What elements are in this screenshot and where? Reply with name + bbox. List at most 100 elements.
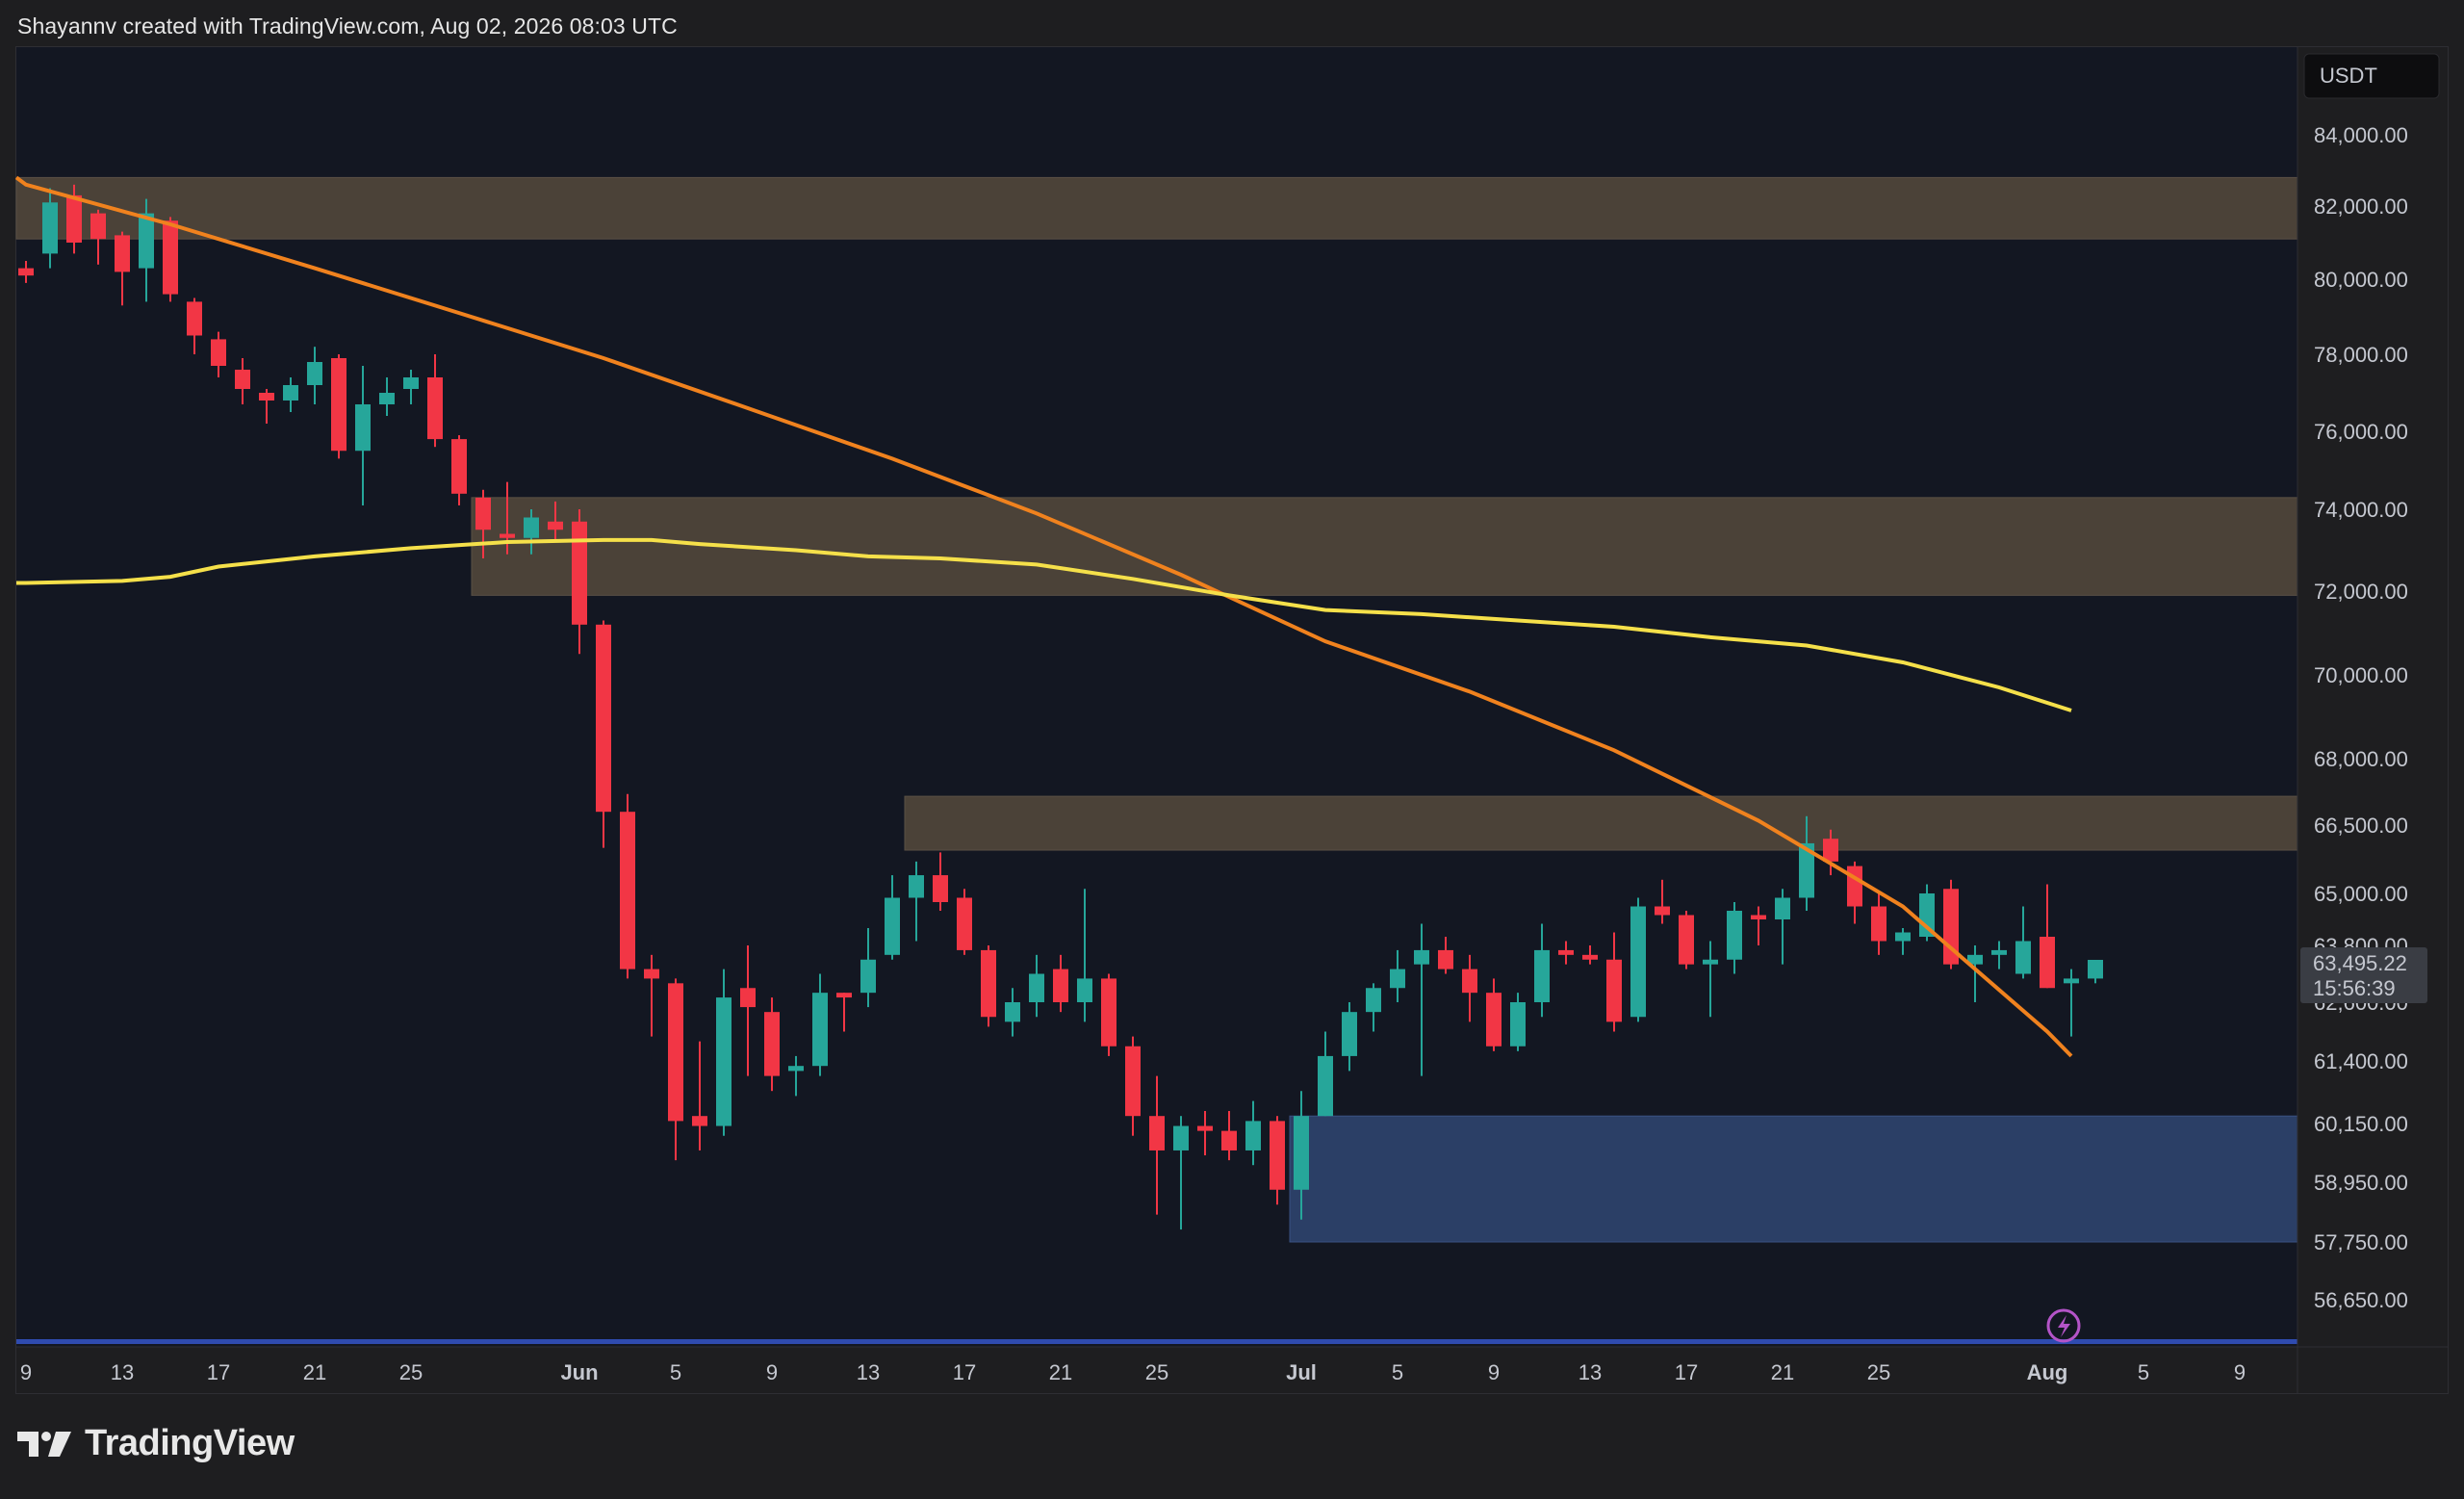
x-tick-label-12: Jul (1286, 1360, 1317, 1384)
candle-body-51 (1245, 1121, 1261, 1150)
candle-68 (1655, 879, 1670, 924)
candle-81 (1967, 945, 1983, 1002)
y-tick-label-1: 82,000.00 (2314, 194, 2408, 219)
candle-body-32 (788, 1066, 804, 1072)
candle-body-59 (1438, 949, 1453, 969)
candle-33 (812, 973, 828, 1076)
candle-body-24 (596, 624, 611, 813)
candle-body-35 (860, 959, 876, 994)
candle-70 (1703, 941, 1718, 1018)
x-tick-label-16: 17 (1675, 1360, 1698, 1384)
x-tick-label-2: 17 (207, 1360, 230, 1384)
candle-63 (1534, 923, 1550, 1018)
last-price-badge (2300, 947, 2427, 1003)
candle-body-4 (115, 235, 130, 272)
x-tick-label-18: 25 (1867, 1360, 1890, 1384)
candle-body-66 (1606, 959, 1622, 1022)
ma-slow-line (14, 175, 2073, 1058)
candle-41 (1005, 988, 1020, 1037)
candle-body-25 (620, 812, 635, 969)
candle-body-1 (42, 202, 58, 254)
currency-button[interactable] (2303, 53, 2440, 99)
candle-body-63 (1534, 949, 1550, 1002)
candle-7 (187, 297, 202, 354)
candle-80 (1943, 879, 1959, 969)
candle-38 (933, 852, 948, 911)
candle-body-29 (716, 997, 732, 1126)
time-axis: 9 13 17 21 25 Jun 5 9 13 17 21 25 Jul 5 9 13 17 21 25 Aug 5 9 (16, 1346, 2449, 1384)
brand-name: TradingView (85, 1423, 295, 1463)
candle-body-34 (836, 993, 852, 998)
y-tick-label-8: 68,000.00 (2314, 747, 2408, 771)
candle-body-39 (957, 897, 972, 950)
candle-body-74 (1799, 842, 1814, 898)
candle-body-21 (524, 517, 539, 538)
x-tick-label-15: 13 (1578, 1360, 1602, 1384)
candle-body-72 (1751, 915, 1766, 919)
candle-body-18 (451, 439, 467, 494)
candle-27 (668, 978, 683, 1161)
candle-72 (1751, 906, 1766, 945)
candle-65 (1582, 945, 1598, 965)
candle-15 (379, 377, 395, 416)
candle-body-69 (1679, 915, 1694, 965)
candle-body-12 (307, 362, 322, 385)
candle-body-46 (1125, 1046, 1141, 1117)
candle-body-54 (1318, 1055, 1333, 1117)
candle-body-47 (1149, 1116, 1165, 1150)
x-tick-label-8: 13 (857, 1360, 880, 1384)
candle-body-50 (1221, 1130, 1237, 1150)
candle-18 (451, 435, 467, 505)
candle-body-42 (1029, 973, 1044, 1002)
candle-86 (2088, 959, 2103, 984)
candle-body-43 (1053, 969, 1068, 1002)
candle-78 (1895, 928, 1911, 955)
y-tick-label-14: 60,150.00 (2314, 1112, 2408, 1136)
y-tick-label-4: 76,000.00 (2314, 420, 2408, 444)
candle-body-23 (572, 521, 587, 625)
candle-body-13 (331, 358, 346, 452)
candle-6 (163, 217, 178, 302)
candle-countdown-label: 15:56:39 (2313, 976, 2396, 1000)
x-tick-label-19: Aug (2027, 1360, 2068, 1384)
x-tick-label-3: 21 (303, 1360, 326, 1384)
candle-body-45 (1101, 978, 1116, 1047)
x-tick-label-9: 17 (953, 1360, 976, 1384)
candle-73 (1775, 889, 1790, 965)
candle-body-61 (1486, 993, 1502, 1047)
candle-74 (1799, 815, 1814, 911)
candle-body-82 (1991, 949, 2007, 955)
candle-34 (836, 993, 852, 1032)
candle-body-64 (1558, 949, 1574, 955)
candle-28 (692, 1041, 707, 1150)
candle-16 (403, 370, 419, 404)
candle-body-57 (1390, 969, 1405, 989)
candle-body-17 (427, 377, 443, 440)
candle-84 (2040, 884, 2055, 989)
candle-51 (1245, 1100, 1261, 1166)
candle-82 (1991, 941, 2007, 969)
y-tick-label-7: 70,000.00 (2314, 663, 2408, 687)
candle-body-37 (909, 875, 924, 898)
candle-49 (1197, 1111, 1213, 1156)
candle-body-60 (1462, 969, 1477, 994)
x-tick-label-0: 9 (20, 1360, 32, 1384)
candle-body-6 (163, 220, 178, 295)
tradingview-logo-icon (17, 1431, 71, 1457)
candle-body-3 (90, 213, 106, 240)
brand-logo[interactable]: TradingView (17, 1423, 295, 1464)
alert-lightning-icon[interactable] (2046, 1308, 2081, 1343)
candle-19 (475, 489, 491, 558)
candle-body-10 (259, 393, 274, 401)
candle-body-83 (2015, 941, 2031, 974)
ma-fast-line (16, 537, 2072, 712)
candle-body-75 (1823, 839, 1838, 862)
y-tick-label-5: 74,000.00 (2314, 498, 2408, 522)
candle-48 (1173, 1116, 1189, 1230)
candle-10 (259, 389, 274, 424)
x-tick-label-7: 9 (766, 1360, 778, 1384)
moving-averages-layer (14, 175, 2073, 1058)
candle-body-38 (933, 875, 948, 902)
candle-44 (1077, 889, 1092, 1022)
